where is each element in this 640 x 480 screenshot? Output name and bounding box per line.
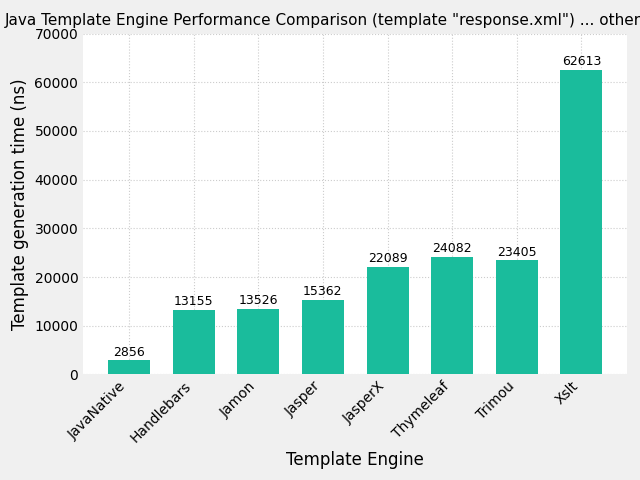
Text: 62613: 62613 xyxy=(562,55,601,68)
Text: 15362: 15362 xyxy=(303,285,342,298)
Bar xyxy=(173,311,214,374)
Bar xyxy=(108,360,150,374)
X-axis label: Template Engine: Template Engine xyxy=(286,451,424,469)
Text: 13526: 13526 xyxy=(239,294,278,307)
Y-axis label: Template generation time (ns): Template generation time (ns) xyxy=(11,78,29,330)
Text: 2856: 2856 xyxy=(113,346,145,359)
Bar xyxy=(431,257,473,374)
Bar xyxy=(237,309,279,374)
Text: 22089: 22089 xyxy=(368,252,407,265)
Text: 24082: 24082 xyxy=(433,242,472,255)
Bar xyxy=(561,70,602,374)
Title: Java Template Engine Performance Comparison (template "response.xml") ... other : Java Template Engine Performance Compari… xyxy=(4,13,640,28)
Bar xyxy=(302,300,344,374)
Bar xyxy=(367,267,408,374)
Text: 23405: 23405 xyxy=(497,245,536,259)
Text: 13155: 13155 xyxy=(174,295,213,309)
Bar xyxy=(496,261,538,374)
